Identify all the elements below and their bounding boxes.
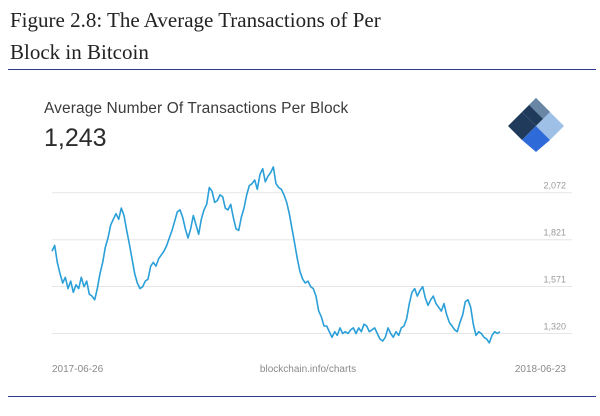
top-rule bbox=[8, 69, 596, 70]
blockchain-logo-icon bbox=[508, 98, 564, 152]
caption-line-2: Block in Bitcoin bbox=[10, 40, 149, 64]
bottom-rule bbox=[8, 396, 596, 397]
figure-caption: Figure 2.8: The Average Transactions of … bbox=[10, 4, 595, 68]
logo-grey-facet bbox=[529, 98, 550, 119]
source-label: blockchain.info/charts bbox=[260, 364, 356, 375]
x-end-label: 2018-06-23 bbox=[515, 364, 567, 375]
chart-title: Average Number Of Transactions Per Block bbox=[44, 100, 349, 117]
y-tick-labels: 1,320 1,571 1,821 2,072 bbox=[543, 181, 566, 332]
grid-lines bbox=[52, 192, 572, 335]
x-start-label: 2017-06-26 bbox=[52, 364, 104, 375]
y-tick-label: 1,571 bbox=[543, 275, 566, 285]
y-tick-label: 1,821 bbox=[543, 228, 566, 238]
logo-mid-facet bbox=[522, 126, 550, 152]
caption-line-1: Figure 2.8: The Average Transactions of … bbox=[10, 8, 381, 32]
y-tick-label: 2,072 bbox=[543, 181, 566, 191]
chart-card bbox=[8, 74, 596, 392]
y-tick-label: 1,320 bbox=[543, 322, 566, 332]
current-value: 1,243 bbox=[44, 124, 107, 152]
series-line bbox=[51, 166, 501, 344]
